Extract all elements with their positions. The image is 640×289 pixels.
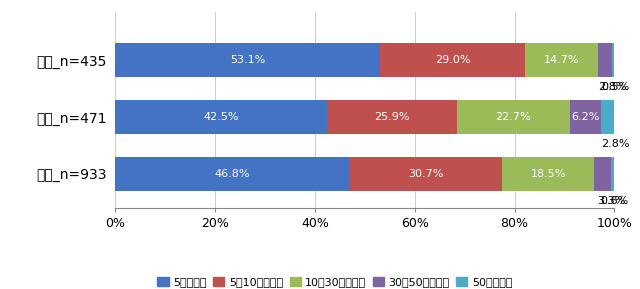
Bar <box>328 100 457 134</box>
Bar <box>612 43 615 77</box>
Bar <box>570 100 601 134</box>
Bar <box>525 43 598 77</box>
Bar <box>380 43 525 77</box>
Bar <box>502 157 595 191</box>
Text: 53.1%: 53.1% <box>230 55 266 65</box>
Bar <box>115 157 349 191</box>
Bar <box>115 100 328 134</box>
Text: 22.7%: 22.7% <box>495 112 531 122</box>
Legend: 5万円未満, 5〜10万円未満, 10〜30万円未満, 30〜50万円未満, 50万円以上: 5万円未満, 5〜10万円未満, 10〜30万円未満, 30〜50万円未満, 5… <box>153 273 516 289</box>
Text: 42.5%: 42.5% <box>204 112 239 122</box>
Bar <box>115 43 380 77</box>
Text: 25.9%: 25.9% <box>374 112 410 122</box>
Text: 0.5%: 0.5% <box>601 81 629 92</box>
Text: 30.7%: 30.7% <box>408 169 443 179</box>
Bar <box>595 157 611 191</box>
Text: 2.8%: 2.8% <box>598 81 627 92</box>
Bar <box>457 100 570 134</box>
Bar <box>611 157 614 191</box>
Bar <box>601 100 615 134</box>
Bar <box>598 43 612 77</box>
Bar <box>349 157 502 191</box>
Text: 2.8%: 2.8% <box>601 139 629 149</box>
Text: 29.0%: 29.0% <box>435 55 470 65</box>
Text: 14.7%: 14.7% <box>544 55 579 65</box>
Text: 6.2%: 6.2% <box>572 112 600 122</box>
Text: 0.6%: 0.6% <box>600 196 628 205</box>
Text: 46.8%: 46.8% <box>214 169 250 179</box>
Text: 3.3%: 3.3% <box>596 196 625 205</box>
Text: 18.5%: 18.5% <box>531 169 566 179</box>
